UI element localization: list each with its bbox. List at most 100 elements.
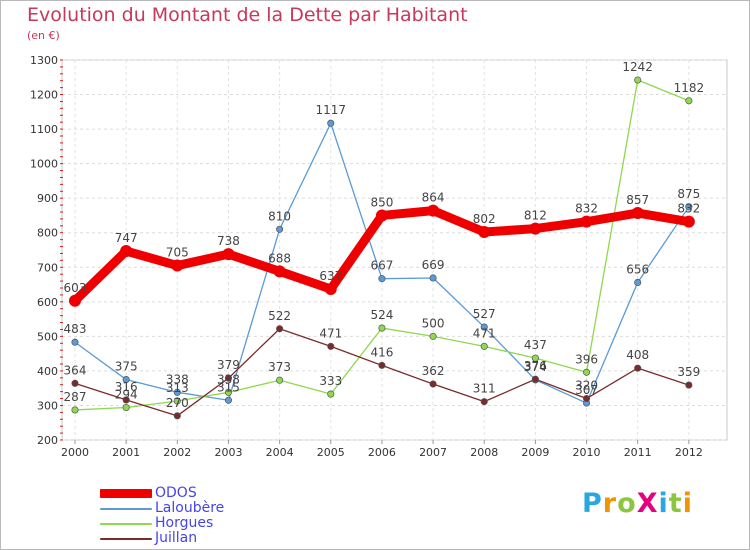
data-point: [222, 248, 235, 261]
data-label: 364: [64, 363, 87, 377]
data-label: 437: [524, 338, 547, 352]
logo-letter: P: [582, 488, 603, 519]
data-label: 500: [422, 316, 445, 330]
data-point: [582, 368, 591, 376]
data-label: 527: [473, 307, 496, 321]
data-point: [480, 323, 488, 331]
data-point: [480, 342, 488, 350]
data-label: 320: [575, 379, 598, 393]
data-label: 471: [473, 326, 496, 340]
legend-label: Horgues: [155, 515, 214, 531]
data-point: [224, 388, 233, 396]
data-label: 637: [319, 269, 342, 283]
data-label: 374: [524, 360, 547, 374]
legend-item: Laloubère: [100, 500, 300, 516]
logo-letter: r: [602, 488, 618, 519]
data-label: 524: [370, 308, 393, 322]
data-label: 522: [268, 309, 291, 323]
chart-subtitle: (en €): [27, 29, 60, 42]
data-point: [120, 245, 133, 258]
data-point: [634, 278, 642, 287]
plot-area: [61, 59, 728, 441]
data-label: 376: [524, 359, 547, 373]
data-point: [327, 119, 335, 127]
data-label: 294: [115, 388, 138, 402]
x-tick-label: 2011: [624, 446, 652, 459]
data-point: [276, 325, 284, 333]
logo-letter: i: [658, 488, 669, 519]
x-tick-label: 2004: [266, 446, 294, 459]
data-label: 656: [626, 262, 649, 276]
legend-swatch: [100, 523, 152, 525]
data-point: [478, 226, 491, 239]
data-label: 1117: [315, 103, 346, 117]
data-point: [480, 398, 488, 406]
y-tick-label: 200: [37, 434, 58, 447]
data-label: 812: [524, 209, 547, 223]
data-label: 313: [166, 381, 189, 395]
x-tick-label: 2012: [675, 446, 703, 459]
data-point: [427, 204, 440, 217]
x-tick-label: 2003: [214, 446, 242, 459]
data-label: 688: [268, 251, 291, 265]
x-tick-label: 2010: [573, 446, 601, 459]
data-label: 471: [319, 326, 342, 340]
legend-item: Juillan: [100, 530, 300, 546]
data-point: [631, 207, 644, 220]
data-point: [273, 265, 286, 278]
data-point: [682, 215, 695, 228]
data-point: [378, 275, 386, 283]
data-point: [122, 396, 130, 404]
data-label: 338: [217, 372, 240, 386]
x-tick-label: 2005: [317, 446, 345, 459]
data-point: [582, 394, 591, 403]
data-label: 832: [575, 202, 598, 216]
y-tick-label: 700: [37, 261, 58, 274]
data-point: [378, 324, 386, 332]
legend-swatch: [100, 538, 152, 540]
data-point: [685, 97, 693, 105]
x-tick-label: 2002: [163, 446, 191, 459]
data-label: 311: [473, 382, 496, 396]
data-point: [71, 379, 79, 387]
data-point: [276, 225, 284, 233]
logo-letter: X: [636, 488, 659, 519]
data-label: 864: [422, 191, 445, 205]
data-label: 307: [575, 383, 598, 397]
legend-item: Horgues: [100, 515, 300, 531]
data-label: 362: [422, 364, 445, 378]
data-point: [429, 274, 437, 282]
data-label: 669: [422, 258, 445, 272]
data-point: [580, 215, 593, 228]
proxiti-logo: ProXiti: [582, 488, 693, 519]
x-tick-label: 2000: [61, 446, 89, 459]
logo-letter: o: [617, 488, 637, 519]
data-label: 832: [677, 202, 700, 216]
data-point: [429, 380, 437, 388]
data-label: 416: [370, 345, 393, 359]
legend-label: Laloubère: [155, 500, 225, 516]
data-label: 379: [217, 358, 240, 372]
data-label: 375: [115, 360, 138, 374]
y-tick-label: 1000: [30, 158, 58, 171]
data-label: 333: [319, 374, 342, 388]
data-label: 603: [64, 281, 87, 295]
logo-letter: t: [668, 488, 683, 519]
data-point: [327, 342, 335, 350]
x-tick-label: 2008: [470, 446, 498, 459]
logo-letter: i: [682, 488, 693, 519]
data-point: [173, 412, 181, 420]
data-point: [531, 375, 539, 383]
legend-swatch: [100, 508, 152, 510]
legend-swatch: [100, 489, 152, 498]
data-label: 396: [575, 352, 598, 366]
data-label: 315: [217, 380, 240, 394]
data-label: 667: [370, 259, 393, 273]
data-label: 810: [268, 209, 291, 223]
data-label: 270: [166, 396, 189, 410]
x-tick-label: 2009: [521, 446, 549, 459]
legend-item: ODOS: [100, 485, 300, 501]
data-point: [378, 361, 386, 369]
data-point: [224, 374, 233, 382]
